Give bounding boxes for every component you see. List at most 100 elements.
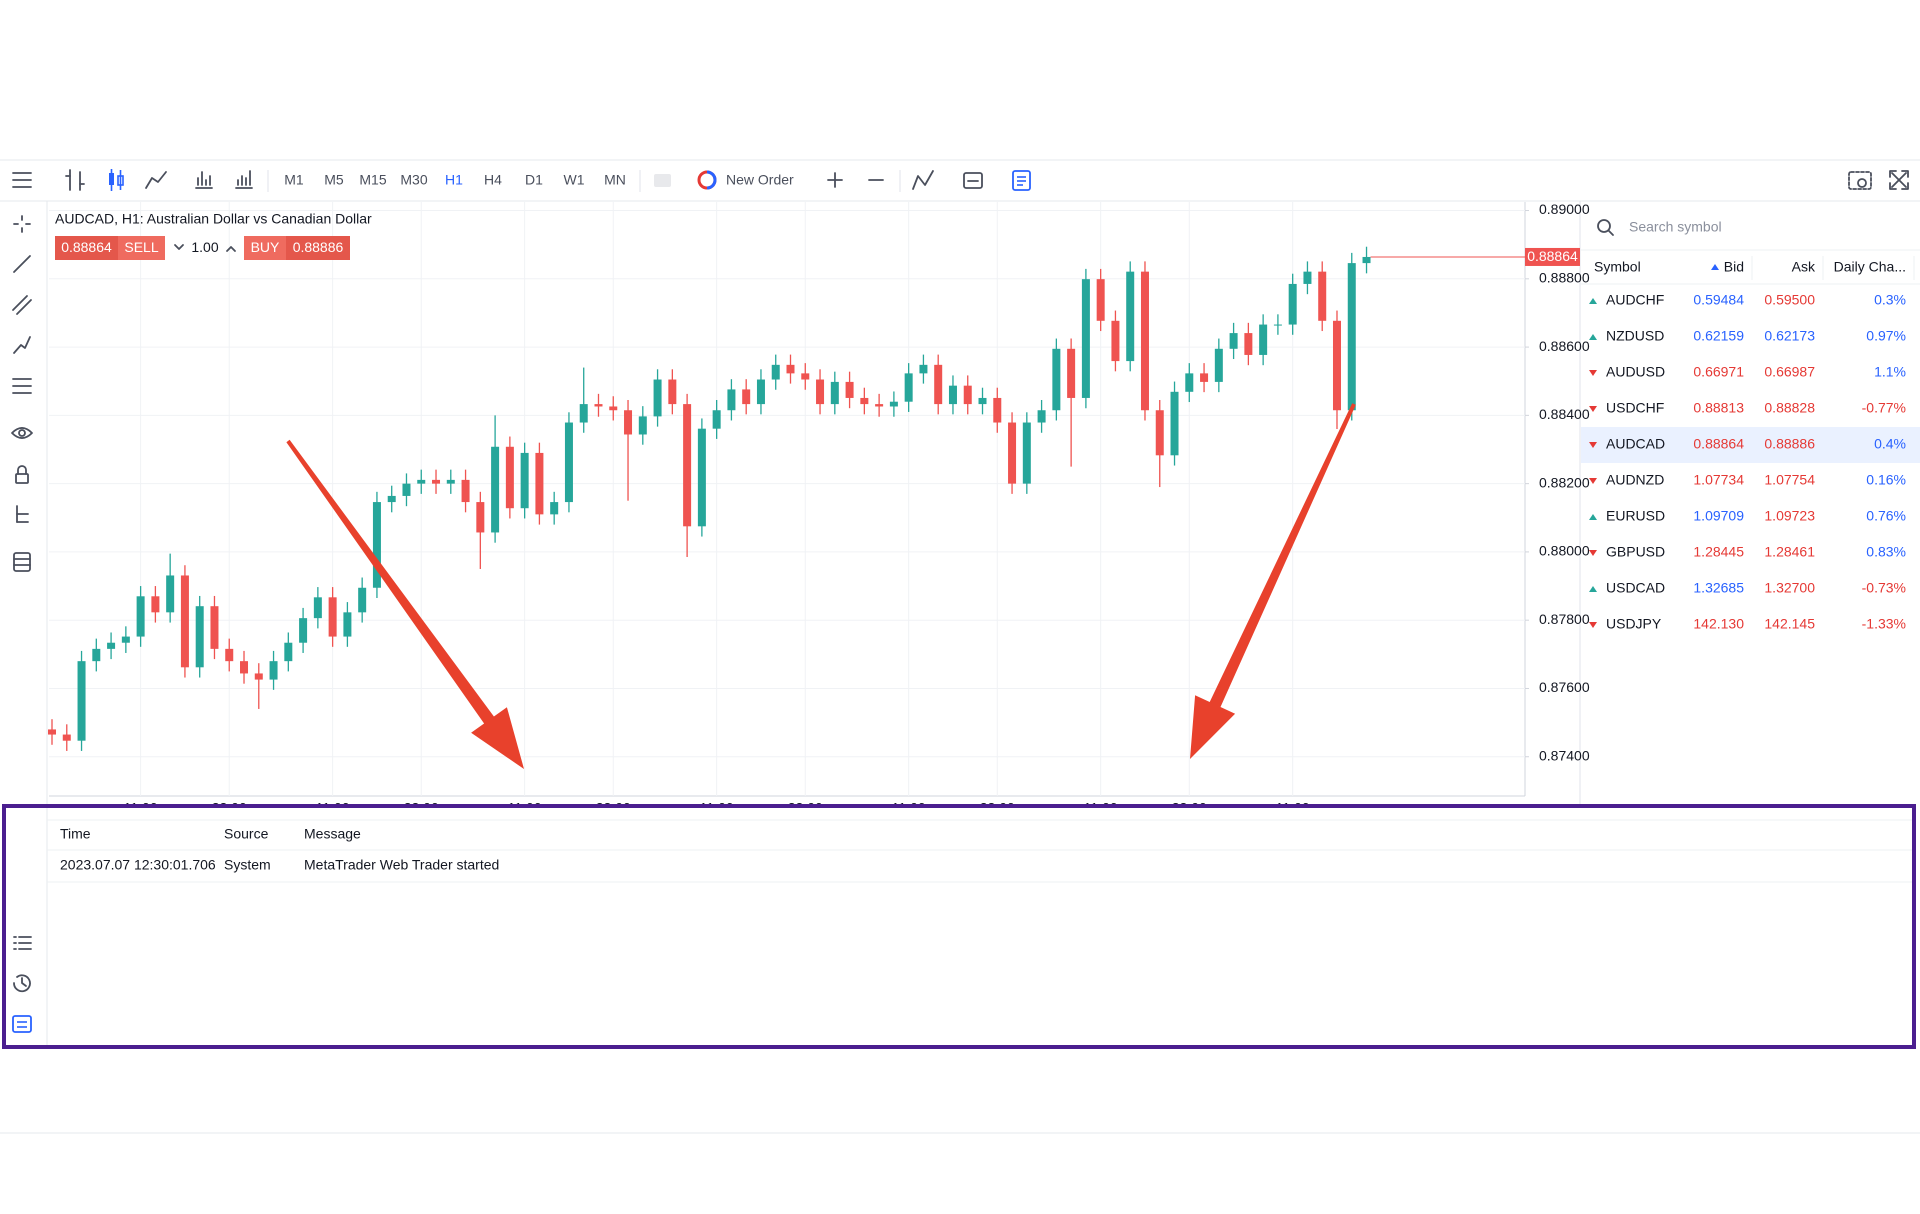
lot-decrease[interactable] [174, 244, 184, 250]
watchlist-row[interactable]: USDCAD 1.32685 1.32700 -0.73% [1589, 580, 1906, 596]
fibonacci-icon[interactable] [12, 378, 32, 394]
lot-size[interactable]: 1.00 [191, 239, 218, 255]
candle-body [638, 416, 647, 435]
candle-body [240, 661, 249, 674]
volume-icon[interactable] [195, 171, 213, 189]
symbol: AUDNZD [1606, 472, 1664, 488]
lot-increase[interactable] [226, 246, 236, 252]
candle-body [313, 597, 322, 619]
journal-tab-icon[interactable] [12, 1015, 32, 1033]
candles-icon[interactable] [109, 169, 124, 191]
calendar-icon[interactable] [963, 172, 983, 189]
zoom-in-icon[interactable] [827, 172, 843, 188]
trendline-icon[interactable] [13, 255, 31, 273]
watchlist-column-header[interactable]: Symbol [1594, 259, 1641, 275]
objects-icon[interactable] [13, 552, 31, 572]
candle-body [48, 729, 56, 735]
sell-button[interactable] [118, 236, 165, 260]
candle-body [417, 479, 426, 484]
timeframe-button[interactable]: M30 [400, 172, 427, 188]
trend-down-icon [1589, 406, 1597, 412]
candle-body [195, 606, 204, 668]
buy-price: 0.88886 [293, 239, 344, 255]
daily-change: 1.1% [1874, 364, 1906, 380]
watchlist-row[interactable]: GBPUSD 1.28445 1.28461 0.83% [1589, 544, 1906, 560]
candle-body [1273, 324, 1282, 326]
buy-price-box[interactable] [286, 236, 350, 260]
symbol: AUDUSD [1606, 364, 1665, 380]
candle-body [1037, 410, 1046, 423]
timeframe-button[interactable]: M1 [284, 172, 304, 188]
timeframe-button[interactable]: H1 [445, 172, 463, 188]
buy-label: BUY [251, 239, 280, 255]
candle-body [742, 389, 751, 405]
daily-change: -1.33% [1862, 616, 1906, 632]
crosshair-icon[interactable] [13, 215, 31, 233]
trend-down-icon [1589, 550, 1597, 556]
timeframe-button[interactable]: H4 [484, 172, 502, 188]
fullscreen-icon[interactable] [1889, 170, 1909, 190]
disabled-icon [654, 174, 671, 187]
trend-down-icon [1589, 370, 1597, 376]
candle-body [948, 385, 957, 405]
volume-icon-2[interactable] [235, 170, 253, 189]
watchlist-row[interactable]: USDCHF 0.88813 0.88828 -0.77% [1589, 400, 1906, 416]
timeframe-button[interactable]: W1 [564, 172, 585, 188]
screenshot-icon[interactable] [1848, 171, 1872, 190]
journal-toggle-icon[interactable] [1012, 170, 1031, 191]
row-highlight [1581, 427, 1920, 463]
ask: 142.145 [1764, 616, 1815, 632]
sell-label: SELL [124, 239, 158, 255]
channel-icon[interactable] [12, 295, 32, 315]
candle-body [151, 596, 160, 613]
candle-body [343, 612, 352, 637]
tree-icon[interactable] [16, 505, 29, 523]
candle-body [107, 642, 116, 649]
watchlist-column-header[interactable]: Ask [1792, 259, 1816, 275]
history-tab-icon[interactable] [13, 974, 31, 993]
lock-icon[interactable] [15, 465, 29, 484]
sell-price-box[interactable] [55, 236, 118, 260]
watchlist-column-header[interactable]: Bid [1724, 259, 1744, 275]
candle-body [505, 446, 514, 509]
daily-change: 0.97% [1866, 328, 1906, 344]
pattern-icon[interactable] [13, 336, 31, 354]
new-order-icon[interactable] [697, 170, 717, 190]
new-order-button[interactable]: New Order [726, 172, 794, 188]
annotation-arrow [286, 439, 524, 769]
watchlist-row[interactable]: NZDUSD 0.62159 0.62173 0.97% [1589, 328, 1906, 344]
visibility-icon[interactable] [11, 427, 33, 439]
line-chart-icon[interactable] [145, 171, 167, 189]
journal-column-header[interactable]: Time [60, 826, 91, 842]
journal-cell: 2023.07.07 12:30:01.706 [60, 857, 216, 873]
buy-button[interactable] [244, 236, 286, 260]
search-input[interactable]: Search symbol [1629, 219, 1722, 235]
bid: 1.32685 [1693, 580, 1744, 596]
trade-tab-icon[interactable] [13, 936, 32, 950]
menu-icon[interactable] [12, 172, 32, 188]
candle-body [1259, 324, 1268, 355]
journal-column-header[interactable]: Source [224, 826, 269, 842]
watchlist-row[interactable]: USDJPY 142.130 142.145 -1.33% [1589, 616, 1906, 632]
watchlist-row[interactable]: AUDNZD 1.07734 1.07754 0.16% [1589, 472, 1906, 488]
timeframe-button[interactable]: M15 [359, 172, 386, 188]
watchlist-row[interactable]: AUDUSD 0.66971 0.66987 1.1% [1589, 364, 1906, 380]
journal-column-header[interactable]: Message [304, 826, 361, 842]
candle-body [1126, 271, 1135, 362]
timeframe-button[interactable]: M5 [324, 172, 344, 188]
last-price-tag [1525, 247, 1580, 266]
timeframe-button[interactable]: MN [604, 172, 626, 188]
watchlist-row[interactable]: AUDCHF 0.59484 0.59500 0.3% [1589, 292, 1906, 308]
candle-body [372, 502, 381, 588]
candle-body [1052, 348, 1061, 411]
candle-body [491, 446, 500, 533]
indicators-icon[interactable] [912, 170, 934, 190]
bars-icon[interactable] [65, 169, 85, 191]
timeframe-button[interactable]: D1 [525, 172, 543, 188]
y-tick-label: 0.87400 [1539, 747, 1590, 763]
watchlist-row[interactable]: AUDCAD 0.88864 0.88886 0.4% [1581, 427, 1920, 463]
watchlist-row[interactable]: EURUSD 1.09709 1.09723 0.76% [1589, 508, 1906, 524]
watchlist-column-header[interactable]: Daily Cha... [1834, 259, 1906, 275]
candle-body [579, 404, 588, 423]
